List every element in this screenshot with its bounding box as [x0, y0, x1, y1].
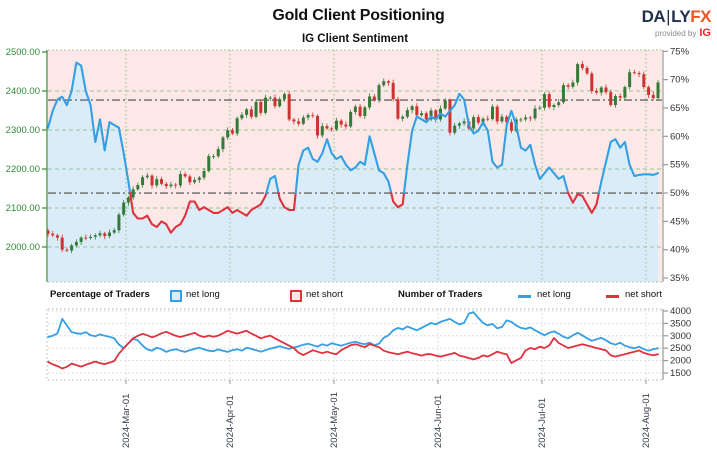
svg-text:40%: 40%: [670, 245, 690, 256]
chart-subtitle: IG Client Sentiment: [301, 33, 409, 45]
svg-text:2400.00: 2400.00: [6, 86, 40, 97]
legend-net-short-num: net short: [625, 289, 662, 300]
net-short-square-swatch: [290, 290, 302, 302]
svg-text:1500: 1500: [670, 368, 691, 379]
provided-by-ig: provided by IG: [655, 27, 711, 39]
svg-text:50%: 50%: [670, 188, 690, 199]
month-gridlines: [125, 50, 647, 282]
count-line-net-long: [47, 311, 659, 353]
svg-text:70%: 70%: [670, 75, 690, 86]
net-long-square-swatch: [170, 290, 182, 302]
net-short-line-swatch: [606, 295, 619, 298]
svg-text:2024-May-01: 2024-May-01: [329, 392, 340, 448]
svg-text:60%: 60%: [670, 131, 690, 142]
percent-axis-right: 75% 70% 65% 60% 55% 50% 45% 40% 35%: [663, 46, 690, 284]
svg-text:45%: 45%: [670, 216, 690, 227]
legend-net-long-pct: net long: [186, 289, 220, 300]
price-gridlines: [48, 90, 662, 248]
svg-text:2024-Mar-01: 2024-Mar-01: [121, 394, 132, 448]
svg-text:2024-Apr-01: 2024-Apr-01: [225, 395, 236, 448]
count-line-net-short: [47, 329, 659, 370]
net-long-area-fill: [48, 62, 658, 282]
legend-group-percentage: Percentage of Traders: [50, 289, 150, 300]
chart-legend: Percentage of Traders net long net short…: [0, 288, 717, 304]
chart1-borders: [46, 49, 664, 283]
date-axis: 2024-Mar-01 2024-Apr-01 2024-May-01 2024-Ju…: [121, 380, 652, 448]
svg-text:3500: 3500: [670, 318, 691, 329]
price-sentiment-chart: 2500.00 2400.00 2300.00 2200.00 2100.00 2000.…: [6, 46, 690, 284]
svg-text:55%: 55%: [670, 160, 690, 171]
legend-group-number: Number of Traders: [398, 289, 483, 300]
svg-text:2300.00: 2300.00: [6, 125, 40, 136]
svg-text:2000: 2000: [670, 356, 691, 367]
candlestick-layer: [46, 60, 660, 254]
svg-text:2500.00: 2500.00: [6, 47, 40, 58]
dailyfx-wordmark: DA|LYFX: [641, 7, 712, 26]
svg-text:2500: 2500: [670, 343, 691, 354]
svg-text:65%: 65%: [670, 103, 690, 114]
trader-count-lines: [47, 311, 659, 370]
dailyfx-logo: DA|LYFX provided by IG: [641, 7, 712, 39]
svg-text:2100.00: 2100.00: [6, 203, 40, 214]
svg-text:2024-Jul-01: 2024-Jul-01: [537, 398, 548, 448]
svg-text:4000: 4000: [670, 306, 691, 317]
svg-text:75%: 75%: [670, 46, 690, 57]
reference-lines: [48, 99, 662, 194]
ig-logo: IG: [699, 27, 711, 39]
svg-text:2024-Jun-01: 2024-Jun-01: [433, 395, 444, 448]
svg-text:3000: 3000: [670, 331, 691, 342]
svg-text:35%: 35%: [670, 273, 690, 284]
legend-net-long-num: net long: [537, 289, 571, 300]
svg-text:2024-Aug-01: 2024-Aug-01: [641, 393, 652, 448]
page-title: Gold Client Positioning: [272, 7, 445, 24]
net-long-line-swatch: [518, 295, 531, 298]
legend-net-short-pct: net short: [306, 289, 343, 300]
svg-text:2200.00: 2200.00: [6, 164, 40, 175]
chart2-borders: [46, 308, 664, 381]
price-axis-left: 2500.00 2400.00 2300.00 2200.00 2100.00 2000.…: [6, 47, 47, 253]
svg-text:2000.00: 2000.00: [6, 242, 40, 253]
sentiment-line: [46, 61, 660, 234]
